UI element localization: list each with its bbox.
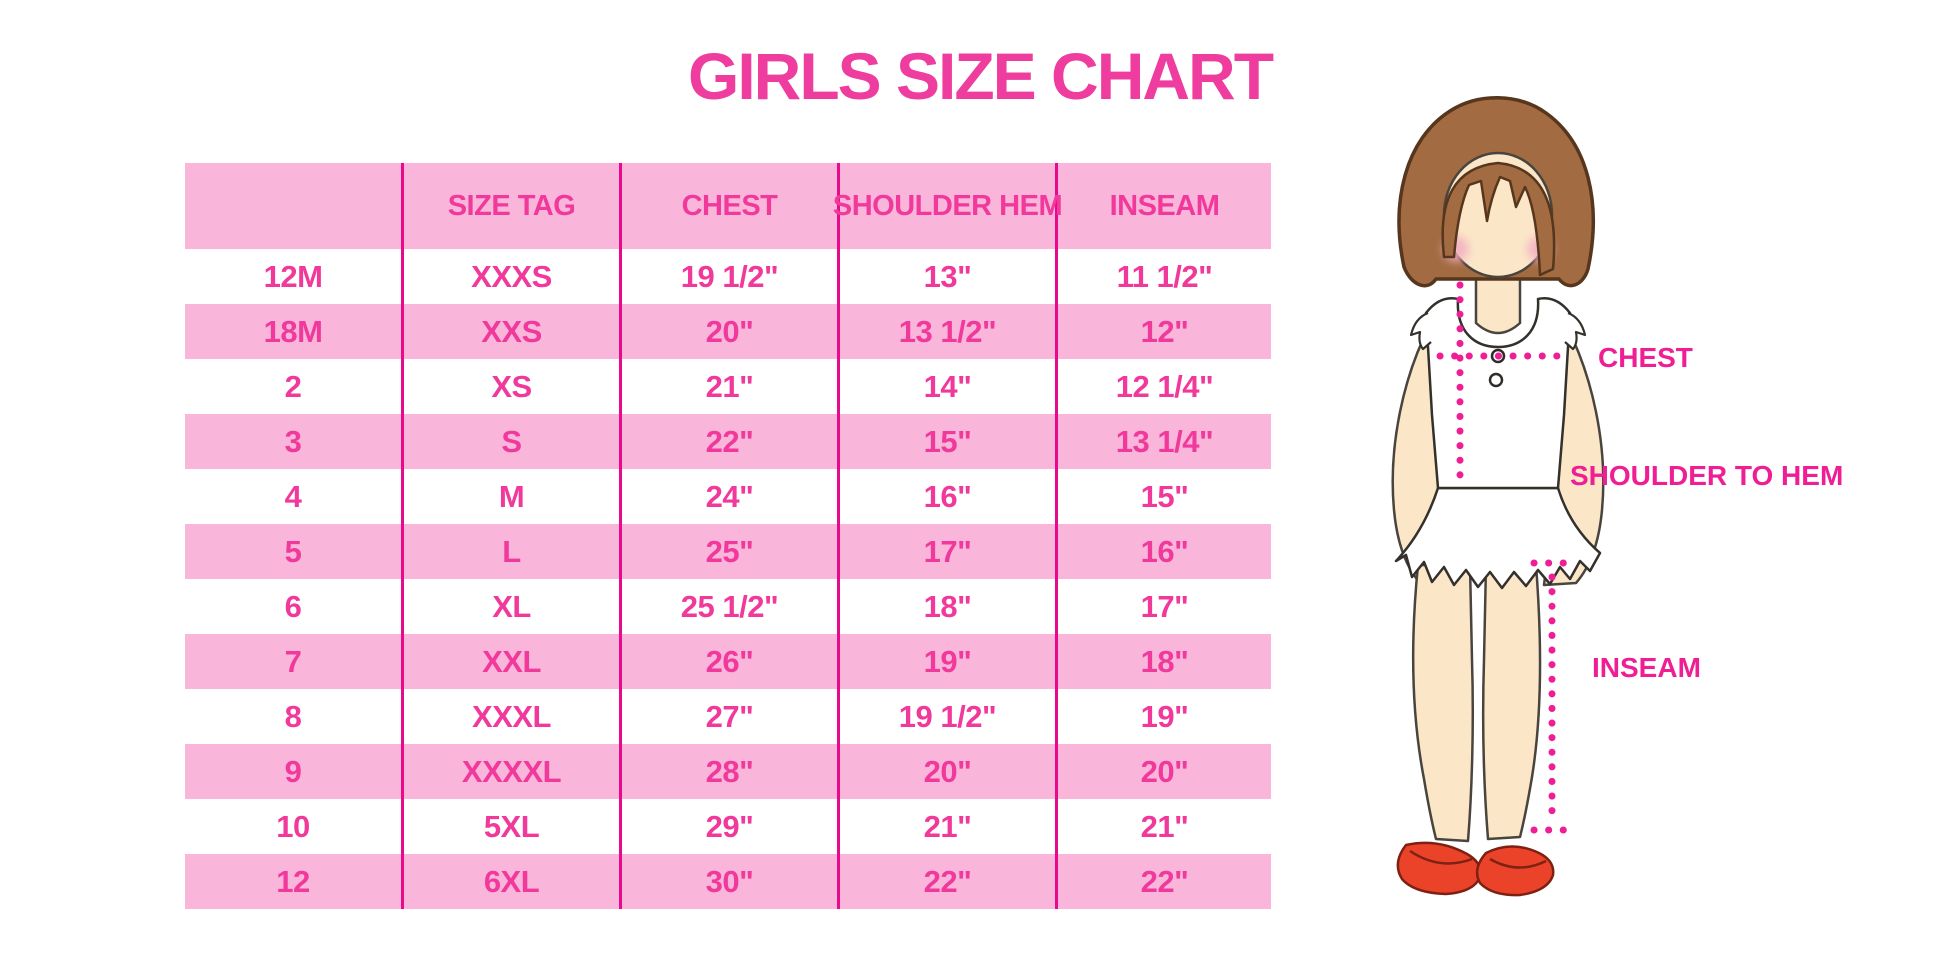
table-cell: XXS	[404, 304, 622, 359]
inseam-label: INSEAM	[1592, 652, 1701, 683]
table-row: 7 XXL 26" 19" 18"	[185, 634, 1271, 689]
table-row: 4 M 24" 16" 15"	[185, 469, 1271, 524]
table-cell: 5	[185, 524, 404, 579]
table-row: 10 5XL 29" 21" 21"	[185, 799, 1271, 854]
girl-figure-illustration: CHEST SHOULDER TO HEM INSEAM	[1330, 85, 1890, 965]
girl-right-leg	[1481, 563, 1542, 841]
table-row: 8 XXXL 27" 19 1/2" 19"	[185, 689, 1271, 744]
table-cell: 18M	[185, 304, 404, 359]
table-header-cell: CHEST	[622, 163, 840, 249]
table-cell: 7	[185, 634, 404, 689]
girl-right-shoe	[1475, 845, 1555, 897]
girl-left-shoulder-ruffle	[1409, 311, 1432, 351]
shoulder-to-hem-label: SHOULDER TO HEM	[1570, 460, 1843, 491]
table-cell: 20"	[622, 304, 840, 359]
table-cell: XL	[404, 579, 622, 634]
table-cell: 4	[185, 469, 404, 524]
page-title: GIRLS SIZE CHART	[688, 39, 1274, 113]
table-cell: 21"	[1140, 808, 1189, 844]
table-row: 5 L 25" 17" 16"	[185, 524, 1271, 579]
table-cell: 15"	[840, 414, 1058, 469]
table-cell: 25 1/2"	[622, 579, 840, 634]
table-cell: 22"	[840, 854, 1058, 909]
table-header-cell	[185, 163, 404, 249]
table-cell: 20"	[840, 744, 1058, 799]
table-header-cell: SIZE TAG	[404, 163, 622, 249]
table-cell: 11 1/2"	[1116, 258, 1213, 294]
table-cell: 6	[185, 579, 404, 634]
table-cell: 5XL	[404, 799, 622, 854]
table-row: 3 S 22" 15" 13 1/4"	[185, 414, 1271, 469]
table-cell: 10	[185, 799, 404, 854]
table-cell: XS	[404, 359, 622, 414]
table-cell: 21"	[840, 799, 1058, 854]
table-cell: 13 1/4"	[1115, 423, 1214, 459]
girl-left-shoe	[1396, 841, 1482, 896]
table-cell: XXXS	[404, 249, 622, 304]
table-cell: XXXXL	[404, 744, 622, 799]
table-cell: 8	[185, 689, 404, 744]
table-cell: 14"	[840, 359, 1058, 414]
girl-hair-bangs	[1441, 161, 1556, 277]
table-cell: M	[404, 469, 622, 524]
table-cell: 12	[185, 854, 404, 909]
table-cell: 27"	[622, 689, 840, 744]
table-header-row: SIZE TAG CHEST SHOULDER HEM INSEAM	[185, 163, 1271, 249]
table-cell: 29"	[622, 799, 840, 854]
table-cell: 24"	[622, 469, 840, 524]
girl-figure-svg: CHEST SHOULDER TO HEM INSEAM	[1391, 96, 1843, 897]
table-cell: 3	[185, 414, 404, 469]
table-cell: 19"	[1140, 698, 1189, 734]
table-cell: 28"	[622, 744, 840, 799]
table-header-cell: SHOULDER HEM	[833, 163, 1063, 249]
table-cell: 9	[185, 744, 404, 799]
girl-right-shoe-strap	[1489, 857, 1547, 869]
table-cell: 15"	[1140, 478, 1189, 514]
table-row: 9 XXXXL 28" 20" 20"	[185, 744, 1271, 799]
girl-bottom-button	[1488, 372, 1504, 388]
table-row: 12 6XL 30" 22" 22"	[185, 854, 1271, 909]
table-cell: 19"	[840, 634, 1058, 689]
chest-label: CHEST	[1598, 342, 1693, 373]
table-cell: 16"	[840, 469, 1058, 524]
table-cell: 16"	[1140, 533, 1189, 569]
table-cell: L	[404, 524, 622, 579]
table-row: 6 XL 25 1/2" 18" 17"	[185, 579, 1271, 634]
table-cell: 12M	[185, 249, 404, 304]
table-cell: 12 1/4"	[1115, 368, 1214, 404]
girl-right-shoulder-ruffle	[1564, 311, 1587, 351]
table-cell: XXL	[404, 634, 622, 689]
table-cell: 22"	[1140, 863, 1189, 899]
table-cell: 19 1/2"	[622, 249, 840, 304]
table-cell: 17"	[840, 524, 1058, 579]
table-cell: XXXL	[404, 689, 622, 744]
girl-left-shoe-strap	[1409, 849, 1473, 865]
table-cell: 12"	[1140, 313, 1189, 349]
table-cell: 26"	[622, 634, 840, 689]
table-row: 18M XXS 20" 13 1/2" 12"	[185, 304, 1271, 359]
girl-left-leg	[1411, 563, 1475, 843]
table-cell: 18"	[840, 579, 1058, 634]
table-cell: 6XL	[404, 854, 622, 909]
table-cell: 22"	[622, 414, 840, 469]
table-cell: 25"	[622, 524, 840, 579]
table-row: 12M XXXS 19 1/2" 13" 11 1/2"	[185, 249, 1271, 304]
table-cell: 20"	[1140, 753, 1189, 789]
table-cell: 13 1/2"	[840, 304, 1058, 359]
table-cell: 30"	[622, 854, 840, 909]
table-cell: 2	[185, 359, 404, 414]
table-cell: 18"	[1140, 643, 1189, 679]
table-header-cell: INSEAM	[1109, 189, 1220, 222]
table-cell: S	[404, 414, 622, 469]
table-cell: 19 1/2"	[840, 689, 1058, 744]
size-chart-table: SIZE TAG CHEST SHOULDER HEM INSEAM 12M X…	[185, 163, 1271, 909]
table-row: 2 XS 21" 14" 12 1/4"	[185, 359, 1271, 414]
table-cell: 17"	[1140, 588, 1189, 624]
table-cell: 13"	[840, 249, 1058, 304]
table-cell: 21"	[622, 359, 840, 414]
